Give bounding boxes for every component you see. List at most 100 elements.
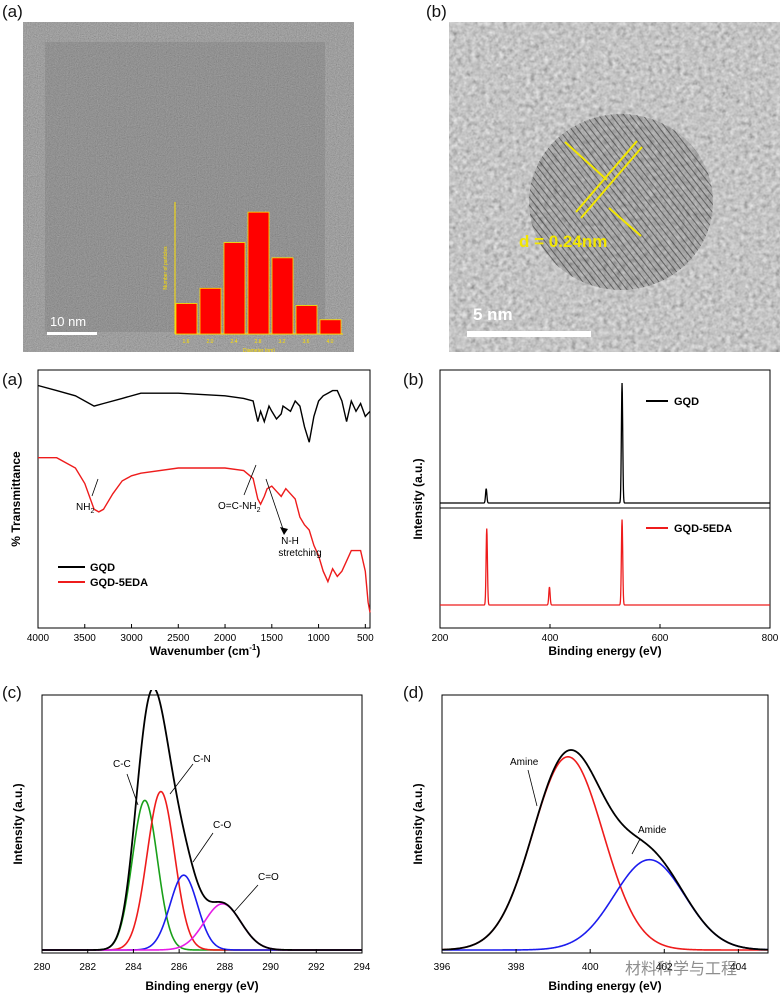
histogram-bar — [199, 287, 222, 335]
n1s-ylabel: Intensity (a.u.) — [411, 783, 425, 864]
ftir-xtick-label: 1000 — [307, 633, 330, 644]
n1sTicks-label: 404 — [730, 962, 747, 973]
ftir-frame — [37, 369, 371, 629]
xps-xtick-label: 600 — [652, 633, 669, 644]
n1s-label-amide: Amide — [638, 825, 667, 836]
histogram-tick-label: 2.8 — [255, 339, 262, 345]
ftir-series-gqd-5eda — [38, 456, 371, 613]
xps-xtick-label: 200 — [432, 633, 449, 644]
ftir-legend-eda: GQD-5EDA — [90, 577, 148, 589]
ftir-annot-nh2: NH2 — [76, 502, 94, 515]
c1s-ylabel: Intensity (a.u.) — [11, 783, 25, 864]
c1sTicks-label: 290 — [262, 962, 279, 973]
c1sSeries-co-curve — [42, 902, 362, 951]
c1sTicks-label: 286 — [171, 962, 188, 973]
scale-bar-b — [467, 331, 591, 337]
xps-xlabel: Binding energy (eV) — [548, 644, 661, 658]
n1sSeries-sum-curve — [441, 749, 769, 951]
n1s-label-amine: Amine — [510, 757, 539, 768]
xps-frame — [439, 369, 771, 629]
c1sTicks-label: 294 — [354, 962, 371, 973]
c1s-xlabel: Binding energy (eV) — [145, 979, 258, 993]
histogram-bar — [247, 211, 270, 335]
panel-label-bot-d: (d) — [403, 683, 424, 702]
xps-ylabel: Intensity (a.u.) — [411, 458, 425, 539]
c1sTicks-label: 282 — [79, 962, 96, 973]
xps-xtick-label: 400 — [542, 633, 559, 644]
xps-legend-eda: GQD-5EDA — [674, 523, 732, 535]
histogram-bar — [175, 303, 198, 335]
xps-legend-gqd: GQD — [674, 396, 699, 408]
ftir-annot-nh-2: stretching — [278, 548, 321, 559]
panel-label-top-a: (a) — [2, 2, 23, 21]
c1sSeries-cc-curve — [42, 799, 362, 951]
lattice-line-1 — [575, 140, 638, 213]
n1sTicks-label: 402 — [656, 962, 673, 973]
c1s-label-cn: C-N — [193, 754, 211, 765]
c1s-frame — [41, 694, 363, 954]
histogram-tick-label: 4.0 — [327, 339, 334, 345]
ftir-legend-gqd: GQD — [90, 562, 115, 574]
d-spacing-label: d = 0.24nm — [519, 232, 608, 251]
scale-bar-a — [47, 332, 97, 335]
tem-image-a: 10 nm 1.6 2.0 2.4 2.8 3.2 3.6 4.0 Number of par… — [23, 22, 354, 352]
xps-series-gqd — [440, 382, 770, 504]
histogram-bar — [295, 305, 318, 335]
size-histogram: 1.6 2.0 2.4 2.8 3.2 3.6 4.0 Number of particles… — [163, 202, 343, 352]
ftir-series-gqd — [37, 384, 371, 443]
ftir-xtick-label: 1500 — [261, 633, 284, 644]
watermark: 材料科学与工程 — [625, 960, 737, 978]
c1s-label-cc: C-C — [113, 759, 131, 770]
arrow-line-1 — [564, 141, 608, 181]
n1sTicks-label: 400 — [582, 962, 599, 973]
ftir-ylabel: % Transmittance — [9, 451, 23, 547]
panel-label-mid-a: (a) — [2, 370, 23, 389]
panel-label-mid-b: (b) — [403, 370, 424, 389]
ftir-annot-nh-1: N-H — [281, 536, 299, 547]
histogram-tick-label: 1.6 — [183, 339, 190, 345]
ftir-chart: 4000 3500 3000 2500 2000 1500 1000 500 % Transm… — [9, 369, 374, 658]
c1sSeries-co-curve — [42, 874, 362, 951]
ftir-xtick-label: 500 — [357, 633, 374, 644]
histogram-tick-label: 2.0 — [207, 339, 214, 345]
c1sTicks-label: 284 — [125, 962, 142, 973]
c1sTicks-label: 280 — [34, 962, 51, 973]
scale-label-a: 10 nm — [50, 314, 87, 329]
lattice-line-2 — [580, 146, 643, 219]
ftir-xtick-label: 3500 — [74, 633, 97, 644]
xps-survey-chart: 200 400 600 800 Intensity (a.u.) Binding en… — [411, 369, 779, 658]
n1s-xlabel: Binding energy (eV) — [548, 979, 661, 993]
ftir-xtick-label: 3000 — [120, 633, 143, 644]
arrow-line-2 — [608, 207, 642, 237]
histogram-bar — [271, 257, 294, 335]
histogram-tick-label: 2.4 — [231, 339, 238, 345]
histogram-tick-label: 3.6 — [303, 339, 310, 345]
n1sTicks-label: 398 — [508, 962, 525, 973]
c1s-label-coo: C=O — [258, 872, 279, 883]
n1sSeries-amine-curve — [441, 755, 768, 951]
c1sTicks-label: 292 — [308, 962, 325, 973]
scale-label-b: 5 nm — [473, 305, 513, 324]
ftir-annot-amide: O=C-NH2 — [218, 501, 261, 514]
ftir-xtick-label: 4000 — [27, 633, 50, 644]
ftir-xtick-label: 2000 — [214, 633, 237, 644]
c1sSeries-sum-curve — [42, 690, 362, 951]
histogram-xlabel: Diameter (nm) — [243, 348, 275, 352]
histogram-ylabel: Number of particles — [163, 246, 169, 290]
panel-label-bot-c: (c) — [2, 683, 22, 702]
xps-series-gqd-5eda — [440, 519, 770, 606]
panel-label-top-b: (b) — [426, 2, 447, 21]
xps-xtick-label: 800 — [762, 633, 779, 644]
n1sTicks-label: 396 — [434, 962, 451, 973]
c1sTicks-label: 288 — [217, 962, 234, 973]
ftir-xtick-label: 2500 — [167, 633, 190, 644]
tem-image-b: d = 0.24nm 5 nm — [449, 22, 780, 352]
n1s-frame — [441, 694, 769, 954]
histogram-bar — [319, 319, 342, 335]
c1s-chart: 280 282 284 286 288 290 292 294 Intensity (a.u.… — [11, 690, 371, 993]
tem-texture-a — [23, 22, 354, 352]
c1s-label-co: C-O — [213, 820, 232, 831]
tem-texture-b — [449, 22, 780, 352]
histogram-tick-label: 3.2 — [279, 339, 286, 345]
histogram-bar — [223, 242, 246, 335]
